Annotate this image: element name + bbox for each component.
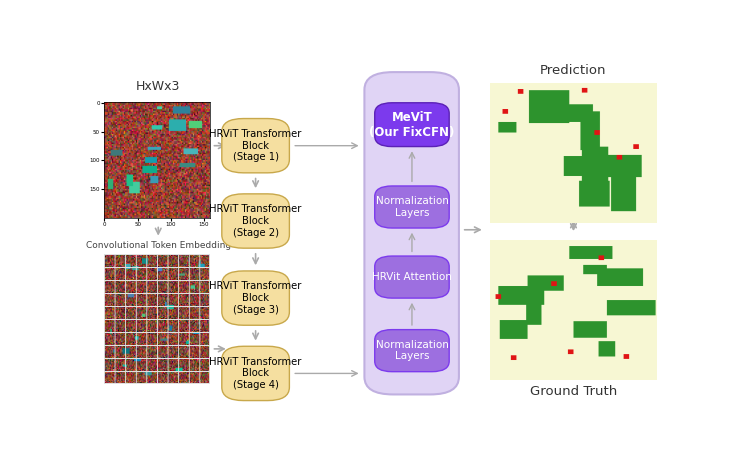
Text: HRViT Transformer
Block
(Stage 4): HRViT Transformer Block (Stage 4): [209, 357, 302, 390]
Text: MeViT
(Our FixCFN): MeViT (Our FixCFN): [370, 111, 454, 139]
Text: HxWx3: HxWx3: [136, 80, 180, 93]
FancyBboxPatch shape: [222, 346, 290, 400]
FancyBboxPatch shape: [222, 119, 290, 173]
Text: Normalization
Layers: Normalization Layers: [375, 196, 449, 218]
FancyBboxPatch shape: [375, 186, 449, 228]
Text: HRViT Transformer
Block
(Stage 3): HRViT Transformer Block (Stage 3): [209, 282, 302, 315]
FancyBboxPatch shape: [375, 256, 449, 298]
FancyBboxPatch shape: [364, 72, 459, 394]
FancyBboxPatch shape: [222, 194, 290, 248]
Text: HRVit Attention: HRVit Attention: [372, 272, 452, 282]
Text: Ground Truth: Ground Truth: [530, 385, 617, 398]
FancyBboxPatch shape: [375, 329, 449, 372]
Text: HRViT Transformer
Block
(Stage 1): HRViT Transformer Block (Stage 1): [209, 129, 302, 162]
Text: Normalization
Layers: Normalization Layers: [375, 340, 449, 361]
FancyBboxPatch shape: [222, 271, 290, 325]
FancyBboxPatch shape: [375, 103, 449, 147]
Text: HRViT Transformer
Block
(Stage 2): HRViT Transformer Block (Stage 2): [209, 204, 302, 238]
Text: Prediction: Prediction: [540, 64, 607, 77]
Text: Convolutional Token Embedding: Convolutional Token Embedding: [86, 241, 231, 250]
